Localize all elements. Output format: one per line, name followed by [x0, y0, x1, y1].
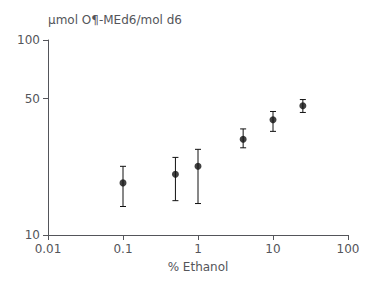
svg-text:% Ethanol: % Ethanol [168, 260, 229, 274]
svg-text:100: 100 [17, 33, 40, 47]
svg-text:100: 100 [337, 242, 360, 256]
svg-text:1: 1 [194, 242, 202, 256]
svg-text:10: 10 [25, 228, 40, 242]
svg-text:0.01: 0.01 [35, 242, 62, 256]
svg-text:50: 50 [25, 92, 40, 106]
svg-text:μmol O¶-MEd6/mol d6: μmol O¶-MEd6/mol d6 [48, 13, 182, 27]
svg-text:10: 10 [265, 242, 280, 256]
svg-text:0.1: 0.1 [113, 242, 132, 256]
